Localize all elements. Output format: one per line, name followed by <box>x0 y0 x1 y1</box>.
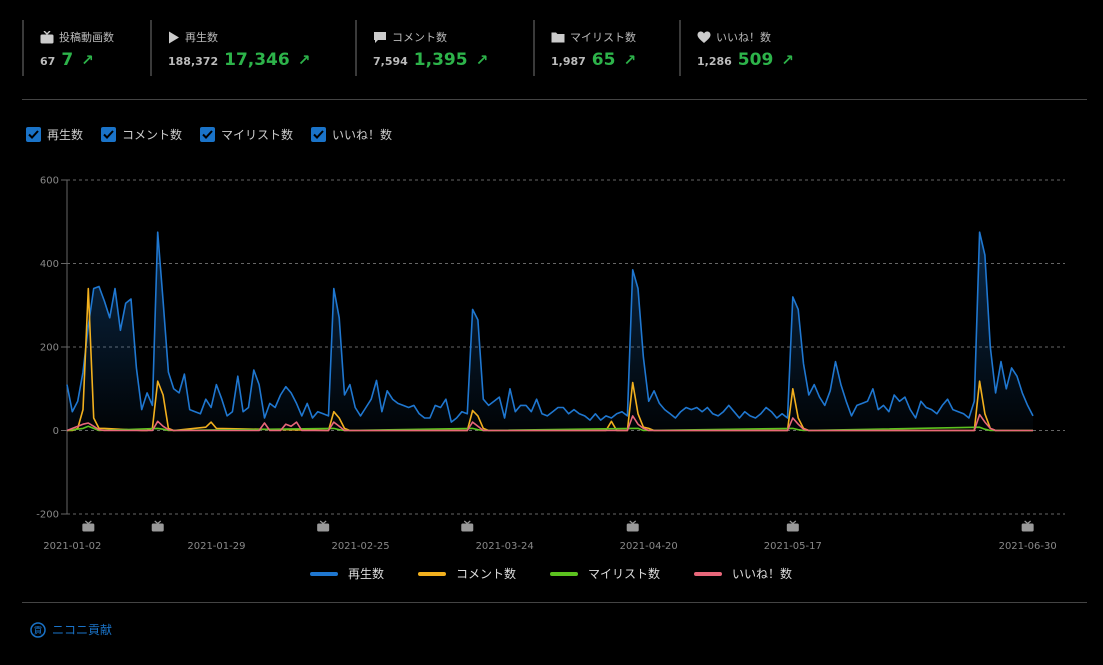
legend-label: 再生数 <box>348 567 385 581</box>
stat-total: 188,372 <box>168 55 219 68</box>
y-tick-label: 400 <box>40 259 59 270</box>
comment-icon <box>374 31 386 43</box>
upload-marker-icon[interactable] <box>786 520 799 532</box>
x-tick-label: 2021-01-29 <box>187 541 245 552</box>
legend-item-views[interactable]: 再生数 <box>310 565 384 582</box>
toggle-views[interactable]: 再生数 <box>26 126 83 143</box>
svg-text:貢: 貢 <box>33 625 42 636</box>
stat-likes: いいね！数 1,286 509 ↗ <box>679 20 794 76</box>
stat-comments: コメント数 7,594 1,395 ↗ <box>355 20 488 76</box>
stat-mylists: マイリスト数 1,987 65 ↗ <box>533 20 636 76</box>
chart-legend: 再生数 コメント数 マイリスト数 いいね！数 <box>310 565 826 582</box>
stats-bar: 投稿動画数 67 7 ↗ 再生数 188,372 17,346 ↗ コメント数 … <box>22 20 1092 76</box>
contribution-label: ニコニ貢献 <box>52 623 113 637</box>
toggle-label: いいね！数 <box>332 128 393 142</box>
upload-marker-icon[interactable] <box>461 520 474 532</box>
stat-label: いいね！数 <box>716 31 771 44</box>
stat-videos: 投稿動画数 67 7 ↗ <box>22 20 114 76</box>
y-tick-label: 200 <box>40 343 59 354</box>
trend-up-icon: ↗ <box>623 51 637 69</box>
activity-chart: 600 400 200 0 -200 2021-01-02 2021-01-29 2021-0… <box>36 176 1065 552</box>
series-toggles: 再生数 コメント数 マイリスト数 いいね！数 <box>26 126 410 143</box>
stat-total: 7,594 <box>373 55 408 68</box>
legend-label: マイリスト数 <box>588 567 661 581</box>
toggle-likes[interactable]: いいね！数 <box>311 126 392 143</box>
stat-delta: 509 <box>737 50 774 70</box>
stat-label: 投稿動画数 <box>59 31 114 44</box>
tv-icon <box>40 30 54 43</box>
checkbox-checked-icon[interactable] <box>200 127 216 142</box>
stat-total: 67 <box>40 55 56 68</box>
legend-swatch <box>310 571 338 576</box>
x-tick-label: 2021-04-20 <box>620 541 678 552</box>
stat-views: 再生数 188,372 17,346 ↗ <box>150 20 310 76</box>
divider <box>22 602 1087 603</box>
legend-label: いいね！数 <box>732 567 793 581</box>
x-tick-label: 2021-05-17 <box>764 541 822 552</box>
series-area-views <box>67 232 1033 431</box>
legend-item-likes[interactable]: いいね！数 <box>694 565 792 582</box>
trend-up-icon: ↗ <box>297 51 311 69</box>
toggle-comments[interactable]: コメント数 <box>101 126 182 143</box>
stat-label: コメント数 <box>392 31 447 44</box>
contribution-icon: 貢 <box>30 621 46 638</box>
stat-delta: 1,395 <box>413 50 468 70</box>
stat-total: 1,987 <box>551 55 586 68</box>
stat-delta: 17,346 <box>224 50 290 70</box>
stat-label: 再生数 <box>185 31 218 44</box>
upload-marker-icon[interactable] <box>317 520 330 532</box>
contribution-link[interactable]: 貢 ニコニ貢献 <box>30 621 112 638</box>
toggle-label: 再生数 <box>47 128 84 142</box>
stat-delta: 65 <box>591 50 616 70</box>
trend-up-icon: ↗ <box>81 51 94 69</box>
y-tick-label: 600 <box>40 176 59 187</box>
legend-swatch <box>550 571 579 576</box>
stat-delta: 7 <box>61 50 74 70</box>
x-tick-label: 2021-03-24 <box>476 541 534 552</box>
stat-label: マイリスト数 <box>570 31 636 44</box>
upload-marker-icon[interactable] <box>626 520 639 532</box>
toggle-label: マイリスト数 <box>221 128 294 142</box>
play-icon <box>169 31 179 43</box>
series-line-0 <box>66 231 1034 423</box>
x-tick-label: 2021-06-30 <box>999 541 1057 552</box>
legend-swatch <box>418 571 447 576</box>
trend-up-icon: ↗ <box>781 51 794 69</box>
folder-icon <box>551 32 565 43</box>
checkbox-checked-icon[interactable] <box>311 127 327 142</box>
toggle-label: コメント数 <box>122 128 183 142</box>
x-tick-label: 2021-02-25 <box>331 541 389 552</box>
trend-up-icon: ↗ <box>475 51 489 69</box>
legend-item-comments[interactable]: コメント数 <box>418 565 516 582</box>
y-tick-label: -200 <box>36 510 59 521</box>
legend-label: コメント数 <box>456 567 517 581</box>
legend-swatch <box>694 571 723 576</box>
stat-total: 1,286 <box>697 55 732 68</box>
legend-item-mylists[interactable]: マイリスト数 <box>550 565 660 582</box>
heart-icon <box>697 31 711 43</box>
toggle-mylists[interactable]: マイリスト数 <box>200 126 293 143</box>
upload-marker-icon[interactable] <box>1021 520 1034 532</box>
checkbox-checked-icon[interactable] <box>26 127 41 142</box>
checkbox-checked-icon[interactable] <box>101 127 117 142</box>
series-line-3 <box>66 413 1033 432</box>
upload-marker-icon[interactable] <box>151 520 164 532</box>
upload-marker-icon[interactable] <box>82 520 95 532</box>
x-tick-label: 2021-01-02 <box>43 541 101 552</box>
y-tick-label: 0 <box>53 426 59 437</box>
divider <box>22 99 1087 100</box>
